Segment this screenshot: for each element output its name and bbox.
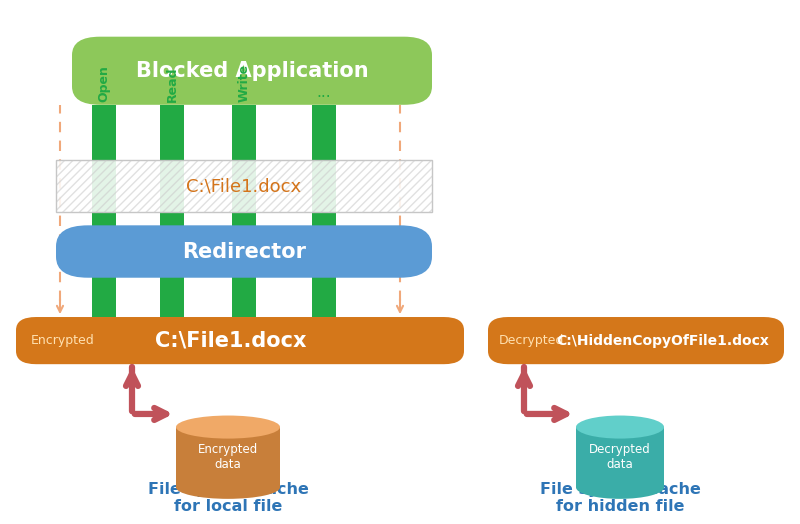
Bar: [576, 427, 664, 487]
Text: Decrypted
data: Decrypted data: [589, 443, 651, 471]
Text: C:\HiddenCopyOfFile1.docx: C:\HiddenCopyOfFile1.docx: [556, 334, 769, 347]
Bar: [160, 105, 184, 317]
Bar: [92, 105, 116, 317]
Text: File system cache
for hidden file: File system cache for hidden file: [539, 482, 701, 514]
Text: Open: Open: [98, 66, 110, 102]
Bar: [232, 105, 256, 317]
Text: Redirector: Redirector: [182, 242, 306, 261]
Text: Decrypted: Decrypted: [498, 334, 564, 347]
Bar: [56, 160, 432, 212]
Bar: [312, 105, 336, 317]
FancyBboxPatch shape: [72, 37, 432, 105]
Text: C:\File1.docx: C:\File1.docx: [155, 331, 306, 351]
FancyBboxPatch shape: [56, 225, 432, 278]
Text: File system cache
for local file: File system cache for local file: [147, 482, 309, 514]
Ellipse shape: [576, 476, 664, 499]
Bar: [56, 160, 432, 212]
Text: Encrypted
data: Encrypted data: [198, 443, 258, 471]
Ellipse shape: [176, 476, 280, 499]
Text: Write: Write: [238, 64, 250, 102]
Text: Encrypted: Encrypted: [30, 334, 94, 347]
FancyBboxPatch shape: [16, 317, 464, 364]
FancyBboxPatch shape: [488, 317, 784, 364]
Text: Blocked Application: Blocked Application: [136, 61, 368, 81]
Text: Read: Read: [166, 67, 178, 102]
Text: C:\File1.docx: C:\File1.docx: [186, 177, 302, 195]
Ellipse shape: [576, 416, 664, 439]
Ellipse shape: [176, 416, 280, 439]
Bar: [176, 427, 280, 487]
Text: ...: ...: [317, 84, 331, 100]
